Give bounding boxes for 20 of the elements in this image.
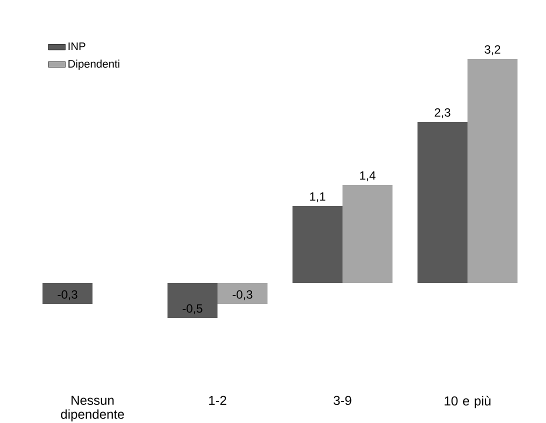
data-label: -0,5 [182, 304, 202, 314]
bar [218, 283, 268, 304]
x-tick-label: 10 e più [444, 396, 490, 408]
data-label: 3,2 [484, 45, 500, 56]
data-label: 1,4 [360, 171, 376, 182]
bar [418, 122, 468, 283]
x-tick-label: 1-2 [209, 396, 226, 405]
x-tick-label: Nessun dipendente [60, 396, 124, 422]
bar [168, 283, 218, 318]
legend-label: INP [68, 42, 86, 50]
data-label: -0,3 [58, 290, 78, 300]
bar [468, 58, 518, 283]
bar [42, 283, 92, 304]
data-label: 2,3 [434, 108, 450, 118]
bar [342, 185, 393, 283]
bar [292, 206, 343, 283]
x-tick-label: 3-9 [334, 396, 352, 406]
data-label: 1,1 [310, 192, 326, 202]
legend-label: Dipendenti [68, 60, 120, 70]
data-label: -0,3 [232, 290, 252, 300]
